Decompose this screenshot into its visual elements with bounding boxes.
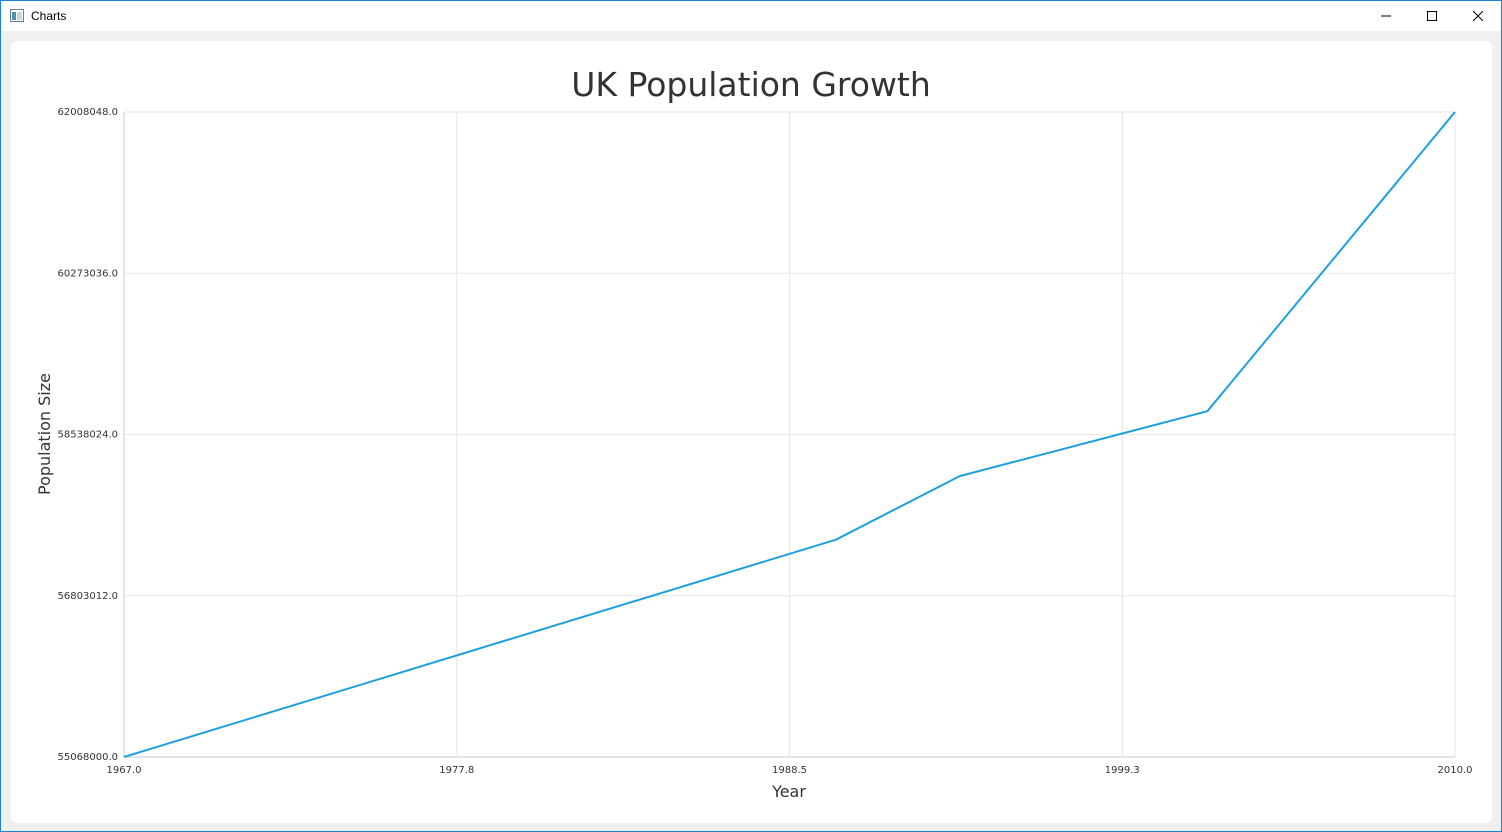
- title-bar[interactable]: Charts: [1, 1, 1501, 31]
- y-tick-labels: 55068000.0 56803012.0 58538024.0 60273036.0…: [58, 107, 118, 763]
- series-group: [123, 111, 1456, 758]
- grid-lines: [123, 111, 1456, 758]
- x-axis-title: Year: [771, 782, 806, 801]
- y-axis-title: Population Size: [35, 373, 54, 495]
- y-tick-label: 60273036.0: [58, 268, 118, 279]
- chart-panel: UK Population Growth 55068000.0 56803012.…: [11, 41, 1492, 823]
- y-tick-label: 62008048.0: [58, 107, 118, 118]
- close-icon: [1473, 11, 1483, 21]
- y-tick-label: 55068000.0: [58, 752, 118, 763]
- maximize-icon: [1427, 11, 1437, 21]
- x-tick-labels: 1967.0 1977.8 1988.5 1999.3 2010.0: [107, 765, 1473, 776]
- x-tick-label: 1999.3: [1105, 765, 1140, 776]
- minimize-button[interactable]: [1363, 1, 1409, 31]
- window-title: Charts: [31, 9, 67, 23]
- x-tick-label: 1988.5: [772, 765, 807, 776]
- maximize-button[interactable]: [1409, 1, 1455, 31]
- x-tick-label: 1967.0: [107, 765, 142, 776]
- chart-title: UK Population Growth: [571, 65, 931, 104]
- population-series-line: [123, 111, 1456, 758]
- chart-app-icon: [10, 9, 24, 22]
- x-tick-label: 2010.0: [1438, 765, 1473, 776]
- y-tick-label: 58538024.0: [58, 430, 118, 441]
- x-tick-label: 1977.8: [439, 765, 474, 776]
- line-chart: UK Population Growth 55068000.0 56803012.…: [35, 65, 1473, 801]
- y-tick-label: 56803012.0: [58, 591, 118, 602]
- minimize-icon: [1381, 15, 1391, 17]
- close-button[interactable]: [1455, 1, 1501, 31]
